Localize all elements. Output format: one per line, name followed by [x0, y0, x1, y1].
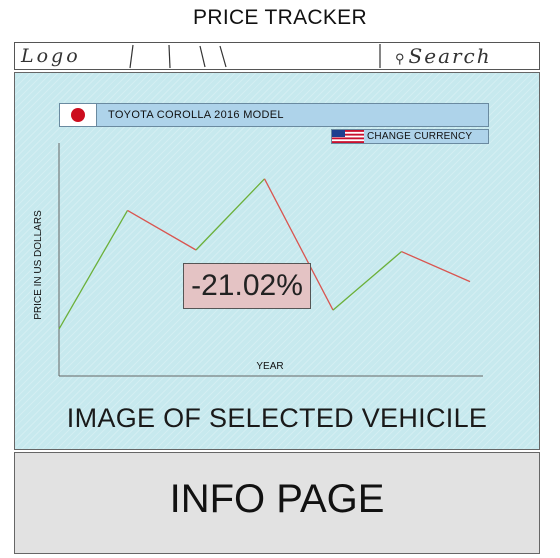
nav-item-3[interactable] [197, 43, 211, 69]
info-page-label: INFO PAGE [169, 477, 385, 521]
japan-flag-icon [60, 104, 97, 126]
info-panel[interactable]: INFO PAGE [14, 452, 540, 554]
x-axis-label: YEAR [256, 361, 283, 372]
nav-bar: Logo ⚲ Search [14, 42, 540, 70]
vehicle-image-placeholder: IMAGE OF SELECTED VEHICILE [66, 403, 488, 433]
change-currency-button[interactable]: CHANGE CURRENCY [331, 129, 489, 144]
price-segment-down [127, 209, 197, 251]
price-segment-down [401, 250, 471, 283]
price-chart: YEAR PRICE IN US DOLLARS [33, 143, 483, 377]
search-label: Search [408, 44, 492, 68]
search-input[interactable]: ⚲ Search [395, 44, 492, 68]
price-segment-up [58, 210, 129, 330]
nav-divider [379, 44, 381, 68]
vehicle-title: TOYOTA COROLLA 2016 MODEL [108, 109, 284, 121]
y-axis-label: PRICE IN US DOLLARS [33, 210, 44, 320]
price-segment-down [263, 178, 334, 311]
price-segment-up [332, 251, 402, 311]
search-icon: ⚲ [395, 52, 407, 67]
vehicle-title-bar: TOYOTA COROLLA 2016 MODEL [59, 103, 489, 127]
us-flag-icon [332, 130, 364, 143]
page-title: PRICE TRACKER [193, 6, 367, 29]
logo[interactable]: Logo [21, 45, 81, 67]
nav-item-1[interactable] [127, 43, 137, 69]
price-segment-up [195, 178, 265, 251]
nav-item-2[interactable] [165, 43, 175, 69]
main-panel: TOYOTA COROLLA 2016 MODEL CHANGE CURRENC… [14, 72, 540, 450]
price-change-badge: -21.02% [183, 263, 311, 309]
nav-item-4[interactable] [217, 43, 231, 69]
change-currency-label: CHANGE CURRENCY [367, 131, 473, 142]
